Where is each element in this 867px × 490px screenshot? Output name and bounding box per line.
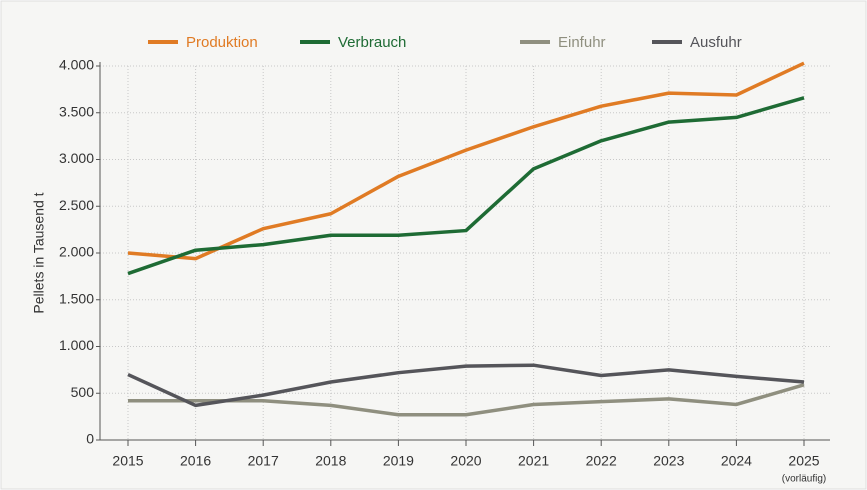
- y-tick-label: 3.000: [59, 150, 94, 166]
- x-tick-label: 2020: [450, 453, 481, 469]
- x-tick-label: 2021: [518, 453, 549, 469]
- annotation: (vorläufig): [782, 474, 826, 485]
- x-tick-label: 2018: [315, 453, 346, 469]
- x-tick-label: 2022: [586, 453, 617, 469]
- x-tick-label: 2017: [248, 453, 279, 469]
- y-axis-label: Pellets in Tausend t: [31, 192, 47, 313]
- series-line: [127, 363, 805, 408]
- y-tick-label: 3.500: [59, 103, 94, 119]
- x-tick-label: 2023: [653, 453, 684, 469]
- y-tick-label: 1.000: [59, 337, 94, 353]
- y-tick-label: 500: [71, 384, 95, 400]
- legend-label: Produktion: [186, 34, 258, 51]
- y-tick-label: 2.500: [59, 197, 94, 213]
- x-tick-label: 2016: [180, 453, 211, 469]
- x-tick-label: 2024: [721, 453, 752, 469]
- series-line: [127, 61, 805, 261]
- y-tick-label: 2.000: [59, 244, 94, 260]
- y-tick-label: 1.500: [59, 290, 94, 306]
- series-line: [127, 96, 805, 276]
- legend-label: Verbrauch: [338, 34, 406, 51]
- legend-label: Ausfuhr: [690, 34, 742, 51]
- y-tick-label: 0: [86, 431, 94, 447]
- x-tick-label: 2019: [383, 453, 414, 469]
- series-line: [128, 383, 805, 417]
- x-tick-label: 2015: [112, 453, 143, 469]
- x-tick-label: 2025: [788, 453, 819, 469]
- legend-label: Einfuhr: [558, 34, 606, 51]
- y-tick-label: 4.000: [59, 57, 94, 73]
